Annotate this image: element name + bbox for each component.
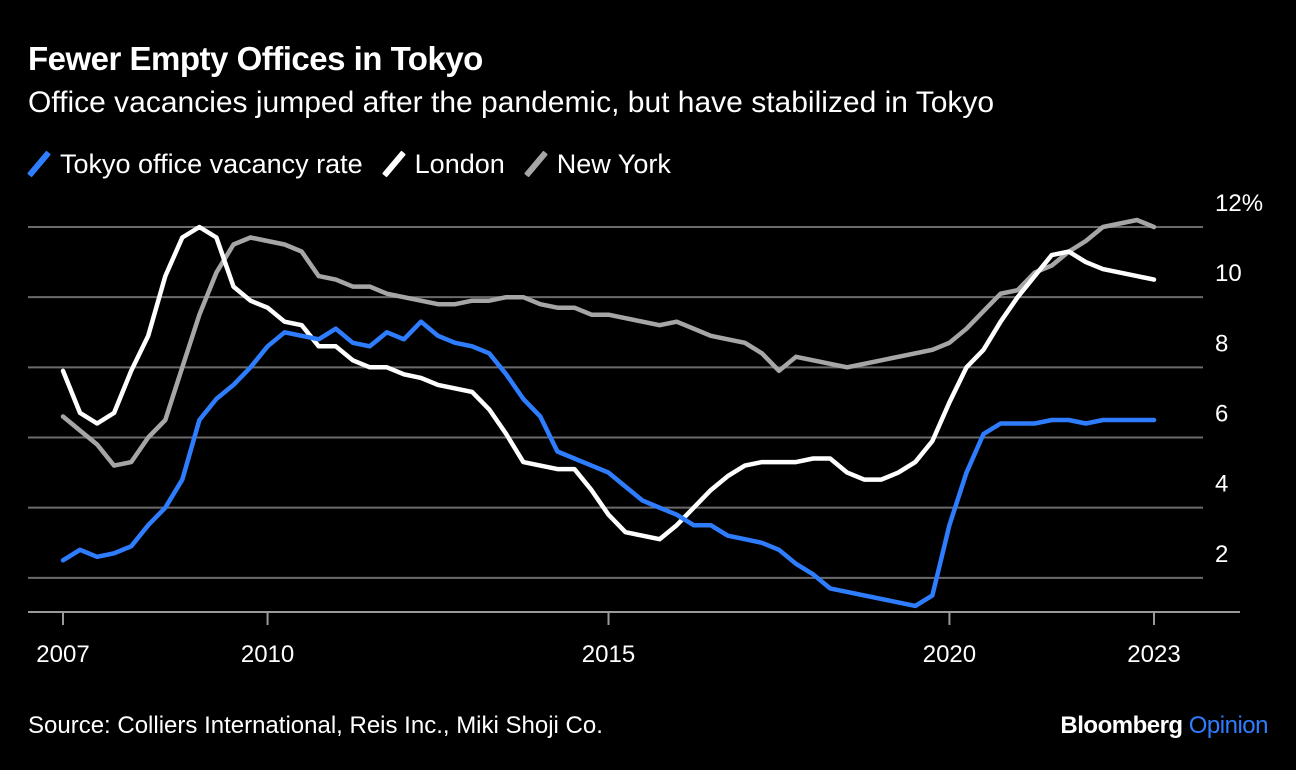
legend-label-new-york: New York	[556, 148, 671, 179]
y-tick-label-8: 8	[1215, 330, 1228, 357]
y-tick-label-2: 2	[1215, 541, 1228, 568]
x-tick-label-2007: 2007	[36, 641, 89, 668]
series-line-new-york	[60, 217, 1157, 468]
x-tick-label-2023: 2023	[1127, 641, 1180, 668]
legend-item-tokyo: Tokyo office vacancy rate	[27, 148, 363, 180]
x-tick-label-2010: 2010	[241, 641, 294, 668]
brand-section: Opinion	[1188, 712, 1269, 739]
legend-item-london: London	[381, 148, 505, 180]
legend-label-tokyo: Tokyo office vacancy rate	[60, 148, 363, 179]
series-line-london	[60, 224, 1157, 542]
x-tick-label-2020: 2020	[923, 641, 976, 668]
legend-item-new-york: New York	[523, 148, 671, 180]
series-line-tokyo-office-vacancy-rate	[60, 319, 1157, 609]
y-tick-label-6: 6	[1215, 401, 1228, 428]
legend-label-london: London	[414, 148, 505, 179]
chart-legend: Tokyo office vacancy rate London New Yor…	[27, 148, 693, 180]
chart-subtitle: Office vacancies jumped after the pandem…	[28, 86, 995, 119]
brand-name: Bloomberg	[1060, 712, 1183, 739]
y-tick-label-4: 4	[1215, 471, 1228, 498]
x-tick-label-2015: 2015	[582, 641, 635, 668]
bloomberg-opinion-logo: Bloomberg Opinion	[1060, 712, 1268, 740]
chart-title: Fewer Empty Offices in Tokyo	[28, 40, 483, 77]
y-tick-label-12: 12%	[1215, 190, 1263, 217]
y-tick-label-10: 10	[1215, 260, 1242, 287]
source-note: Source: Colliers International, Reis Inc…	[28, 712, 603, 739]
